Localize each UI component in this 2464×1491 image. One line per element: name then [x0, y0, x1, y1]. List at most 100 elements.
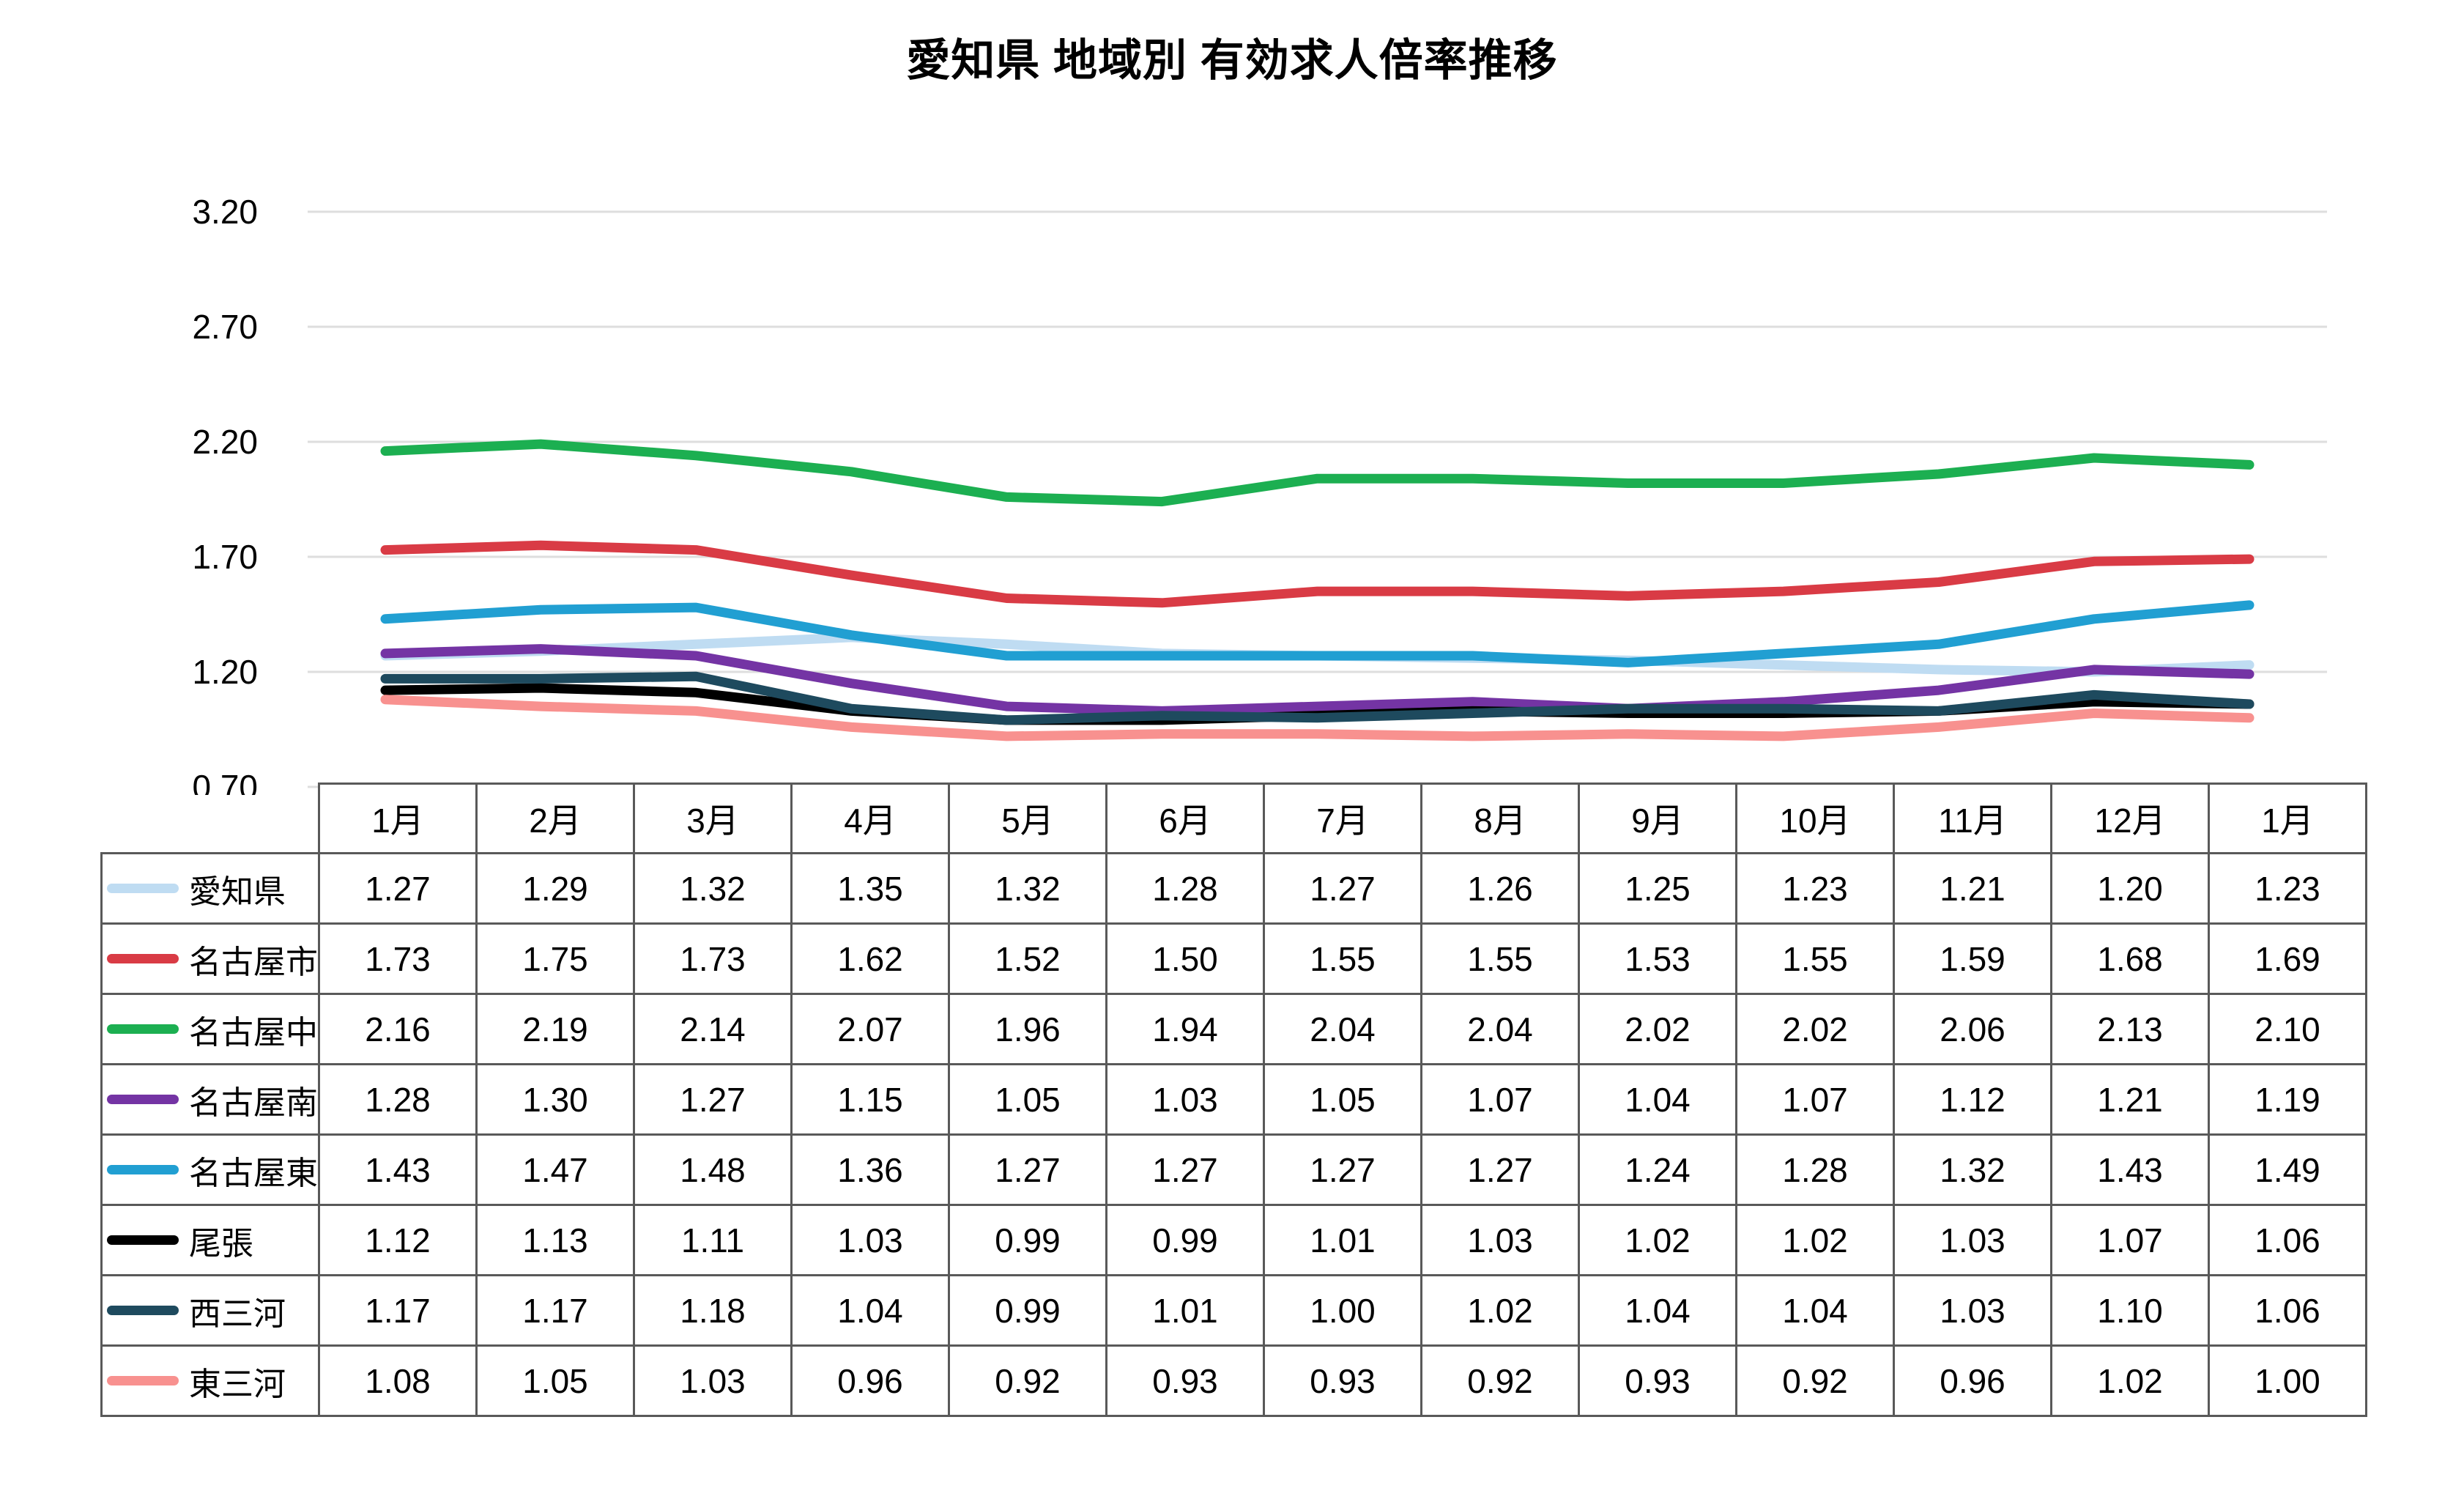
value-cell: 1.27 [948, 1133, 1107, 1206]
value-cell: 0.99 [948, 1204, 1107, 1276]
value-cell: 0.92 [1420, 1344, 1580, 1417]
legend-swatch [107, 1306, 179, 1315]
value-cell: 1.20 [2050, 852, 2210, 925]
table-corner-cell [102, 784, 319, 854]
value-cell: 1.05 [1263, 1063, 1422, 1136]
value-cell: 1.02 [1735, 1204, 1895, 1276]
value-cell: 1.02 [1420, 1274, 1580, 1347]
series-line [380, 540, 2255, 608]
value-cell: 1.17 [475, 1274, 635, 1347]
value-cell: 1.29 [475, 852, 635, 925]
line-chart: 3.20 2.70 2.20 1.70 1.20 0.70 [192, 193, 2327, 795]
month-header-cell: 10月 [1735, 783, 1895, 854]
value-cell: 1.03 [790, 1204, 950, 1276]
y-axis-tick-label: 1.70 [192, 538, 258, 576]
value-cell: 1.04 [1578, 1063, 1737, 1136]
value-cell: 0.96 [790, 1344, 950, 1417]
legend-swatch [107, 954, 179, 963]
value-cell: 1.26 [1420, 852, 1580, 925]
value-cell: 1.35 [790, 852, 950, 925]
table-row: 愛知県 1.27 1.29 1.32 1.35 1.32 1.28 1.27 1.26 1.25 1… [100, 852, 2367, 925]
month-header-cell: 8月 [1420, 783, 1580, 854]
value-cell: 1.03 [633, 1344, 793, 1417]
value-cell: 1.75 [475, 922, 635, 995]
value-cell: 1.03 [1420, 1204, 1580, 1276]
value-cell: 1.06 [2208, 1204, 2367, 1276]
value-cell: 1.05 [475, 1344, 635, 1417]
legend-cell: 西三河 [100, 1274, 320, 1347]
value-cell: 1.27 [1420, 1133, 1580, 1206]
value-cell: 1.27 [633, 1063, 793, 1136]
month-header-cell: 3月 [633, 783, 793, 854]
y-axis-tick-label: 2.20 [192, 423, 258, 461]
value-cell: 1.07 [2050, 1204, 2210, 1276]
value-cell: 1.24 [1578, 1133, 1737, 1206]
value-cell: 1.15 [790, 1063, 950, 1136]
value-cell: 1.43 [318, 1133, 478, 1206]
legend-cell: 名古屋中 [100, 993, 320, 1065]
value-cell: 2.16 [318, 993, 478, 1065]
table-row: 名古屋市 1.73 1.75 1.73 1.62 1.52 1.50 1.55 1.55 1.53… [100, 922, 2367, 995]
table-row: 名古屋南 1.28 1.30 1.27 1.15 1.05 1.03 1.05 1.07 1.04… [100, 1063, 2367, 1136]
month-header-cell: 4月 [790, 783, 950, 854]
value-cell: 1.02 [2050, 1344, 2210, 1417]
value-cell: 1.12 [318, 1204, 478, 1276]
value-cell: 1.04 [1735, 1274, 1895, 1347]
value-cell: 1.73 [318, 922, 478, 995]
value-cell: 1.07 [1420, 1063, 1580, 1136]
value-cell: 1.07 [1735, 1063, 1895, 1136]
value-cell: 2.04 [1263, 993, 1422, 1065]
value-cell: 1.52 [948, 922, 1107, 995]
month-header-cell: 6月 [1105, 783, 1265, 854]
value-cell: 1.04 [1578, 1274, 1737, 1347]
value-cell: 1.50 [1105, 922, 1265, 995]
value-cell: 1.28 [318, 1063, 478, 1136]
value-cell: 1.30 [475, 1063, 635, 1136]
month-header-cell: 11月 [1893, 783, 2052, 854]
value-cell: 1.96 [948, 993, 1107, 1065]
series-name: 名古屋中 [189, 1014, 318, 1051]
legend-cell: 名古屋東 [100, 1133, 320, 1206]
value-cell: 1.28 [1735, 1133, 1895, 1206]
month-header-cell: 1月 [2208, 783, 2367, 854]
table-row: 東三河 1.08 1.05 1.03 0.96 0.92 0.93 0.93 0.92 0.93 0… [100, 1344, 2367, 1417]
series-name: 西三河 [189, 1295, 286, 1332]
value-cell: 2.13 [2050, 993, 2210, 1065]
chart-title: 愛知県 地域別 有効求人倍率推移 [906, 36, 1558, 85]
value-cell: 1.48 [633, 1133, 793, 1206]
value-cell: 2.07 [790, 993, 950, 1065]
value-cell: 1.02 [1578, 1204, 1737, 1276]
value-cell: 0.96 [1893, 1344, 2052, 1417]
series-line [380, 695, 2255, 741]
y-axis-tick-label: 3.20 [192, 193, 258, 231]
value-cell: 1.18 [633, 1274, 793, 1347]
value-cell: 1.68 [2050, 922, 2210, 995]
value-cell: 0.93 [1578, 1344, 1737, 1417]
value-cell: 1.53 [1578, 922, 1737, 995]
value-cell: 1.49 [2208, 1133, 2367, 1206]
value-cell: 1.23 [1735, 852, 1895, 925]
value-cell: 2.02 [1578, 993, 1737, 1065]
value-cell: 1.13 [475, 1204, 635, 1276]
value-cell: 1.03 [1893, 1204, 2052, 1276]
value-cell: 0.92 [1735, 1344, 1895, 1417]
y-axis-tick-label: 0.70 [192, 768, 258, 795]
month-header-cell: 1月 [318, 783, 478, 854]
table-row: 西三河 1.17 1.17 1.18 1.04 0.99 1.01 1.00 1.02 1.04 1… [100, 1274, 2367, 1347]
value-cell: 1.01 [1105, 1274, 1265, 1347]
value-cell: 1.06 [2208, 1274, 2367, 1347]
value-cell: 1.32 [1893, 1133, 2052, 1206]
value-cell: 1.03 [1893, 1274, 2052, 1347]
legend-swatch [107, 884, 179, 893]
value-cell: 1.55 [1420, 922, 1580, 995]
value-cell: 1.05 [948, 1063, 1107, 1136]
month-header-cell: 7月 [1263, 783, 1422, 854]
table-row: 名古屋中 2.16 2.19 2.14 2.07 1.96 1.94 2.04 2.04 2.02… [100, 993, 2367, 1065]
value-cell: 1.12 [1893, 1063, 2052, 1136]
value-cell: 1.47 [475, 1133, 635, 1206]
value-cell: 0.92 [948, 1344, 1107, 1417]
legend-swatch [107, 1024, 179, 1034]
value-cell: 1.17 [318, 1274, 478, 1347]
value-cell: 1.11 [633, 1204, 793, 1276]
